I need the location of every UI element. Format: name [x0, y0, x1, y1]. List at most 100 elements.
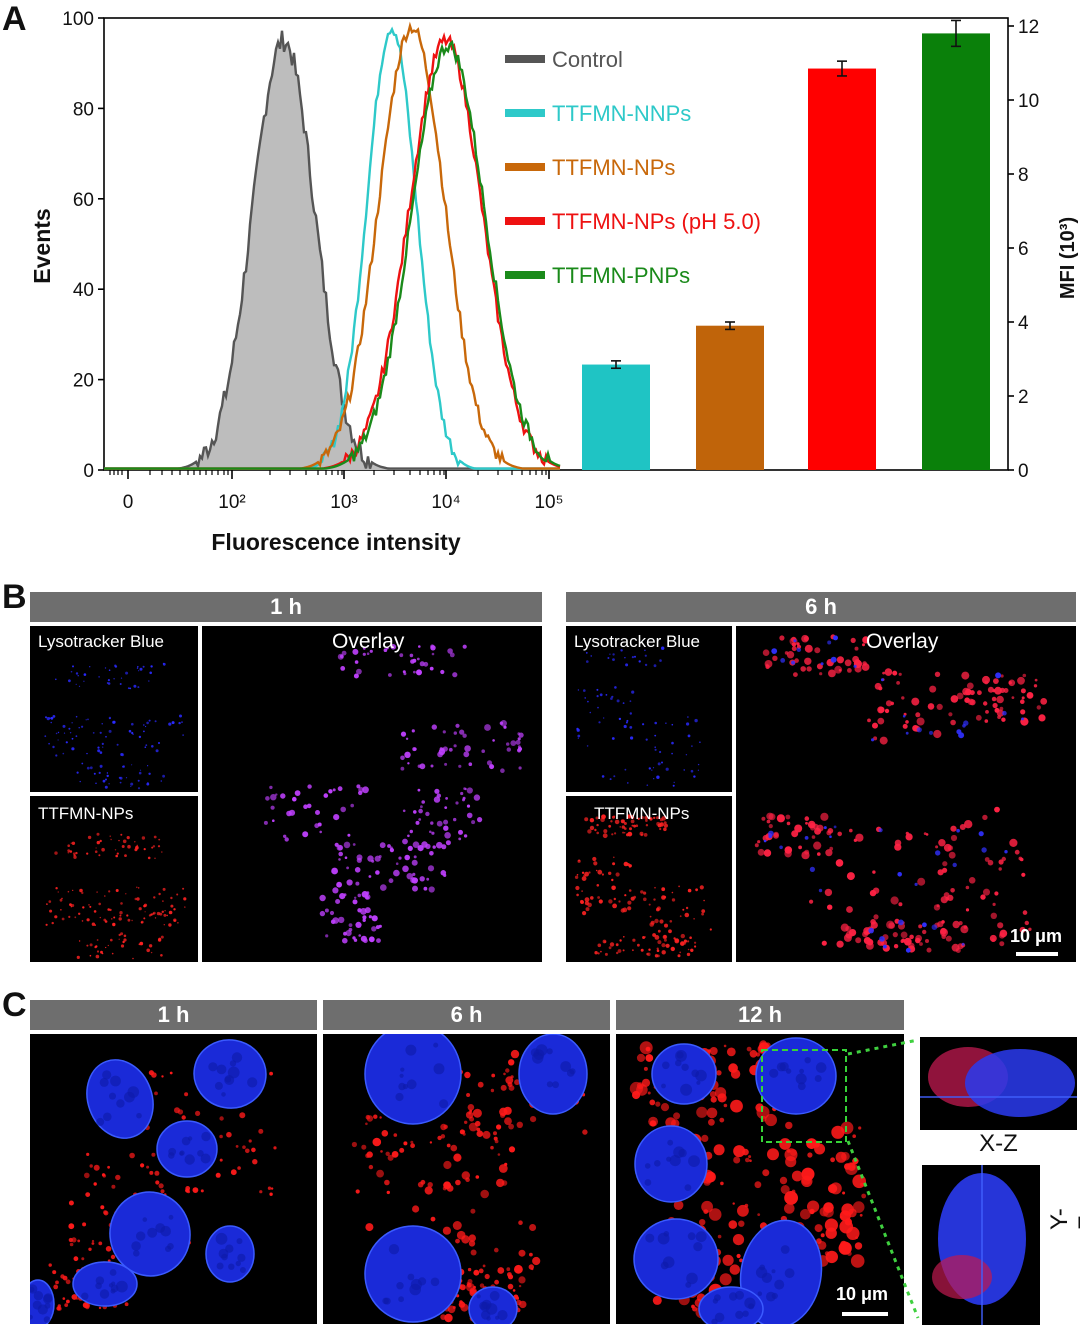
nucleus-texture — [231, 1052, 243, 1063]
fluorescent-puncta — [107, 1165, 110, 1169]
fluorescent-puncta — [481, 749, 486, 753]
fluorescent-puncta — [269, 785, 273, 790]
fluorescent-puncta — [854, 659, 861, 666]
fluorescent-puncta — [644, 649, 646, 652]
fluorescent-puncta — [215, 1172, 221, 1178]
nucleus-texture — [681, 1063, 689, 1071]
fluorescent-puncta — [600, 950, 602, 953]
fluorescent-puncta — [659, 659, 662, 662]
fluorescent-puncta — [800, 1209, 811, 1220]
fluorescent-puncta — [654, 886, 656, 889]
fluorescent-puncta — [252, 1159, 258, 1165]
fluorescent-puncta — [709, 928, 712, 931]
fluorescent-puncta — [709, 1091, 717, 1098]
fluorescent-puncta — [132, 957, 134, 960]
fluorescent-puncta — [768, 830, 774, 837]
fluorescent-puncta — [661, 887, 666, 892]
nucleus-texture — [247, 1077, 258, 1088]
fluorescent-puncta — [412, 872, 416, 876]
fluorescent-puncta — [136, 844, 138, 847]
fluorescent-puncta — [391, 1151, 399, 1158]
fluorescent-puncta — [597, 706, 599, 709]
fluorescent-puncta — [423, 661, 429, 667]
fluorescent-puncta — [242, 1145, 246, 1149]
nucleus — [364, 1034, 462, 1125]
fluorescent-puncta — [467, 1267, 472, 1272]
fluorescent-puncta — [518, 766, 522, 770]
fluorescent-puncta — [680, 933, 685, 939]
fluorescent-puncta — [653, 816, 656, 820]
fluorescent-puncta — [768, 824, 773, 829]
fluorescent-puncta — [464, 1120, 468, 1124]
fluorescent-puncta — [710, 1096, 717, 1103]
fluorescent-puncta — [133, 684, 137, 688]
fluorescent-puncta — [671, 752, 673, 755]
fluorescent-puncta — [746, 1046, 752, 1052]
fluorescent-puncta — [804, 657, 812, 665]
fluorescent-puncta — [496, 1124, 502, 1130]
fluorescent-puncta — [115, 889, 119, 892]
fluorescent-puncta — [161, 851, 163, 853]
fluorescent-puncta — [816, 1238, 822, 1244]
fluorescent-puncta — [683, 939, 687, 943]
panel-label-b: B — [2, 578, 27, 616]
fluorescent-puncta — [588, 871, 591, 874]
fluorescent-puncta — [686, 952, 691, 957]
image-yz — [922, 1165, 1040, 1325]
fluorescent-puncta — [342, 937, 348, 944]
fluorescent-puncta — [609, 942, 615, 947]
fluorescent-puncta — [673, 781, 675, 784]
zoom-box — [761, 1049, 847, 1143]
fluorescent-puncta — [324, 908, 329, 913]
fluorescent-puncta — [595, 816, 599, 820]
fluorescent-puncta — [93, 772, 96, 775]
fluorescent-puncta — [98, 1306, 102, 1310]
nucleus-texture — [799, 1068, 804, 1074]
fluorescent-puncta — [55, 678, 57, 681]
fluorescent-puncta — [123, 934, 127, 938]
fluorescent-puncta — [491, 1073, 496, 1078]
fluorescent-puncta — [661, 761, 663, 764]
fluorescent-puncta — [195, 1110, 201, 1116]
fluorescent-puncta — [412, 1205, 420, 1213]
fluorescent-puncta — [136, 886, 138, 889]
nucleus-texture — [224, 1076, 232, 1083]
fluorescent-puncta — [636, 1053, 646, 1062]
fluorescent-puncta — [105, 736, 107, 738]
fluorescent-puncta — [415, 820, 420, 825]
fluorescent-puncta — [398, 856, 402, 860]
fluorescent-puncta — [892, 932, 898, 938]
fluorescent-puncta — [168, 923, 172, 927]
fluorescent-puncta — [75, 851, 78, 855]
fluorescent-puncta — [611, 885, 616, 891]
fluorescent-puncta — [355, 881, 360, 886]
fluorescent-puncta — [518, 1284, 522, 1288]
fluorescent-puncta — [771, 648, 778, 654]
fluorescent-puncta — [862, 636, 870, 644]
fluorescent-puncta — [999, 706, 1004, 711]
fluorescent-puncta — [98, 676, 100, 678]
fluorescent-puncta — [362, 647, 366, 650]
fluorescent-puncta — [127, 918, 131, 922]
fluorescent-puncta — [45, 923, 48, 926]
fluorescent-puncta — [294, 790, 301, 796]
nucleus-texture — [228, 1263, 235, 1270]
fluorescent-puncta — [437, 1135, 442, 1141]
fluorescent-puncta — [144, 746, 147, 748]
fluorescent-puncta — [425, 811, 430, 817]
fluorescent-puncta — [990, 912, 997, 919]
fluorescent-puncta — [273, 1146, 277, 1150]
fluorescent-puncta — [960, 925, 969, 934]
fluorescent-puncta — [119, 914, 122, 917]
fluorescent-puncta — [510, 1075, 514, 1079]
fluorescent-puncta — [624, 894, 627, 897]
fluorescent-puncta — [70, 670, 73, 673]
fluorescent-puncta — [685, 754, 688, 756]
fluorescent-puncta — [948, 851, 956, 859]
ytick-label-left: 60 — [73, 190, 94, 211]
fluorescent-puncta — [689, 936, 692, 939]
nucleus-texture — [546, 1048, 553, 1055]
fluorescent-puncta — [624, 832, 626, 834]
fluorescent-puncta — [89, 954, 92, 957]
fluorescent-puncta — [120, 753, 124, 756]
